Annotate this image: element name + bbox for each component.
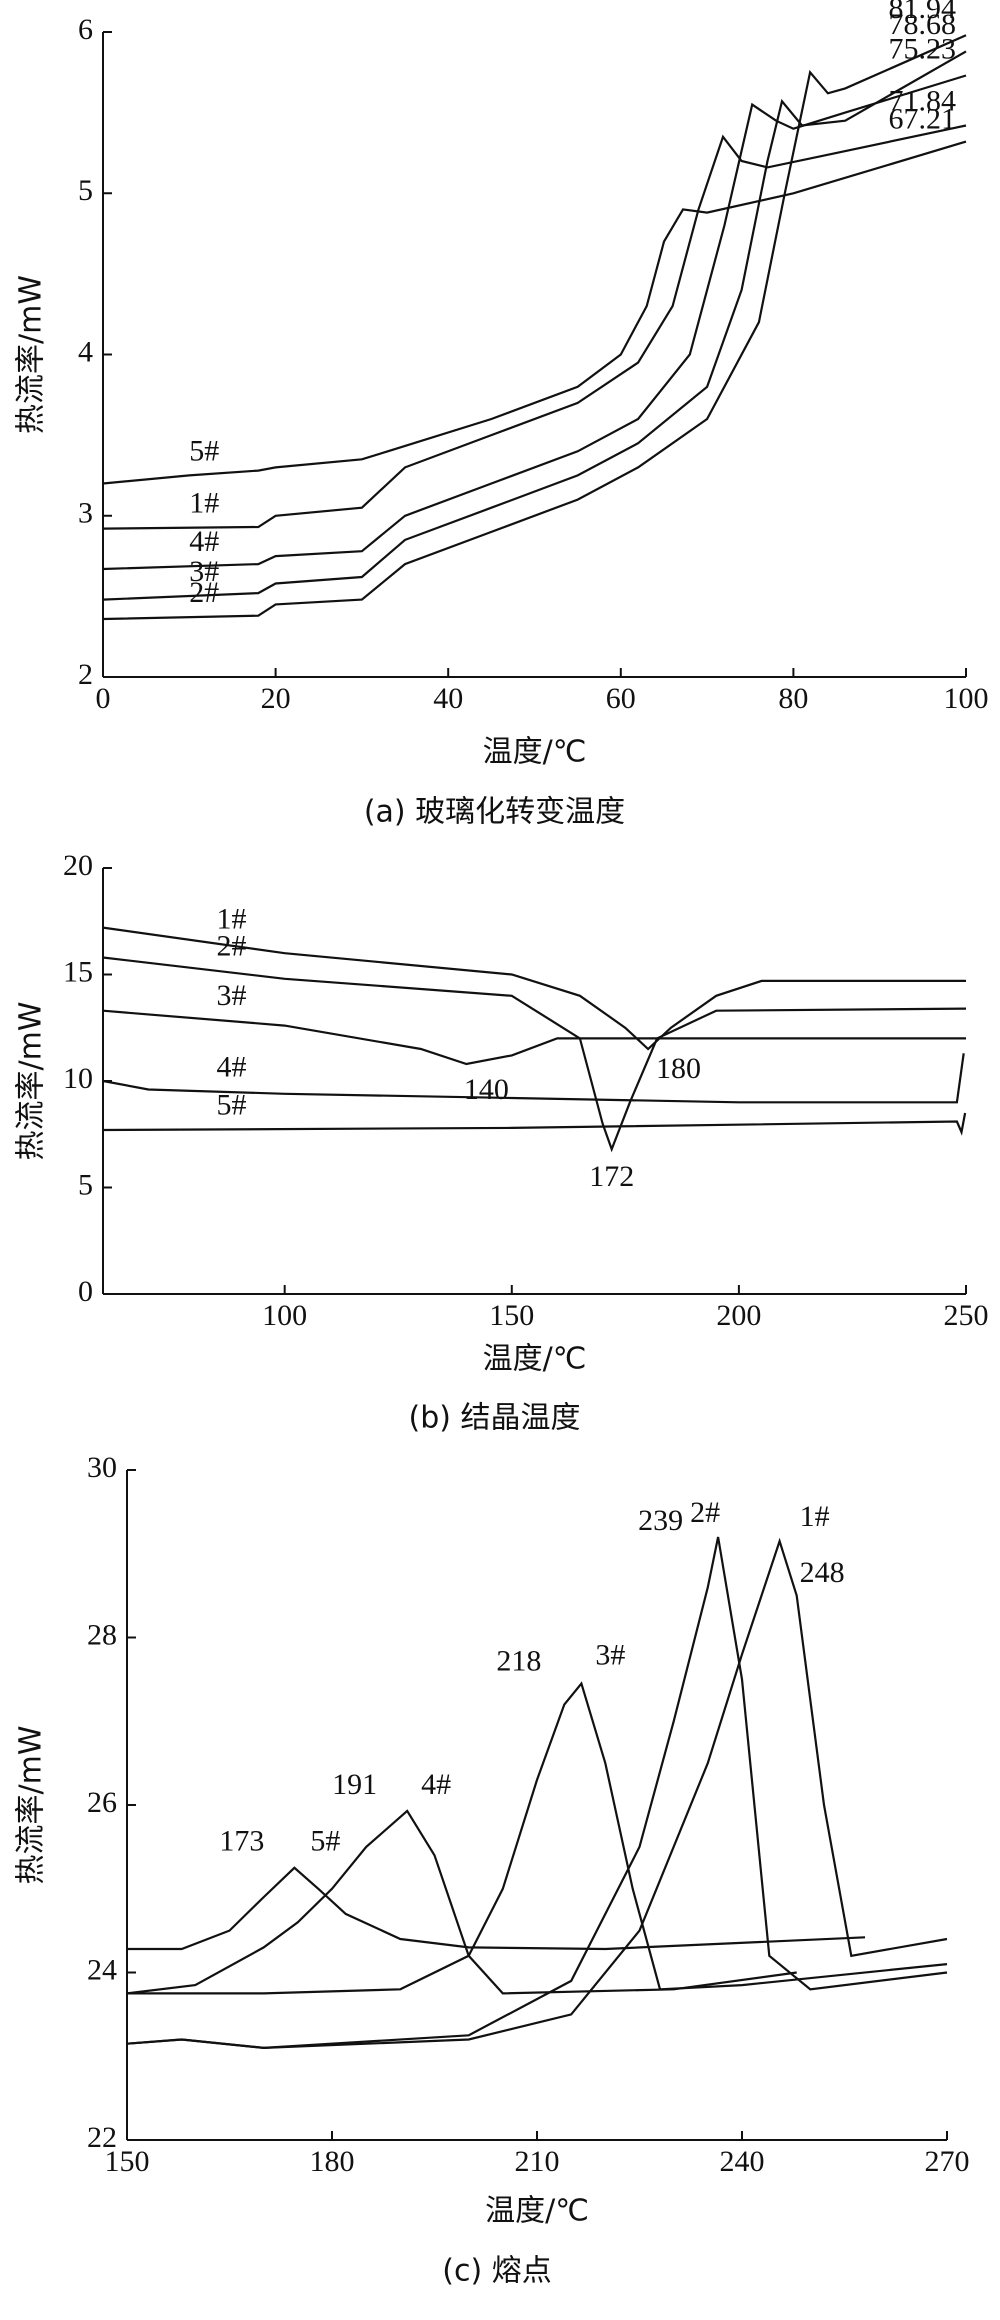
y-tick-label: 22	[87, 2121, 117, 2154]
x-axis-label: 温度/℃	[483, 735, 587, 770]
x-tick-label: 200	[716, 1299, 761, 1332]
x-axis-label: 温度/℃	[485, 2194, 589, 2229]
x-tick-label: 210	[515, 2145, 560, 2178]
y-tick-label: 5	[78, 1168, 93, 1201]
peak-label: 172	[589, 1160, 634, 1193]
series-line	[127, 1866, 866, 1951]
y-tick-label: 15	[63, 955, 93, 988]
y-tick-label: 2	[78, 658, 93, 691]
series-line	[126, 1536, 948, 2050]
series-name: 3#	[217, 979, 247, 1012]
y-axis-label: 热流率/mW	[14, 1726, 49, 1885]
chart-title: (a) 玻璃化转变温度	[364, 795, 625, 830]
series-line	[102, 34, 967, 621]
y-tick-label: 30	[87, 1451, 117, 1484]
peak-label: 180	[656, 1052, 701, 1085]
series-line	[102, 1053, 965, 1104]
x-tick-label: 270	[925, 2145, 970, 2178]
peak-label: 218	[496, 1644, 541, 1677]
x-tick-label: 0	[96, 682, 111, 715]
chart-title: (c) 熔点	[442, 2254, 551, 2289]
series-name: 2#	[690, 1496, 720, 1529]
x-tick-label: 150	[105, 2145, 150, 2178]
series-name: 1#	[189, 487, 219, 520]
x-axis-label: 温度/℃	[483, 1342, 587, 1377]
y-tick-label: 0	[78, 1275, 93, 1308]
x-tick-label: 100	[944, 682, 989, 715]
series-line	[102, 1112, 967, 1136]
x-tick-label: 20	[261, 682, 291, 715]
y-tick-label: 3	[78, 497, 93, 530]
peak-label: 75.23	[889, 32, 957, 65]
y-axis-label: 热流率/mW	[14, 275, 49, 434]
y-tick-label: 26	[87, 1786, 117, 1819]
peak-label: 81.94	[889, 0, 957, 25]
peak-label: 191	[332, 1768, 377, 1801]
x-tick-label: 180	[310, 2145, 355, 2178]
x-tick-label: 250	[944, 1299, 989, 1332]
chart-title: (b) 结晶温度	[409, 1401, 581, 1436]
y-tick-label: 28	[87, 1618, 117, 1651]
series-line	[102, 124, 967, 530]
peak-label: 239	[638, 1504, 683, 1537]
y-tick-label: 10	[63, 1062, 93, 1095]
series-name: 5#	[310, 1825, 340, 1858]
peak-label: 173	[219, 1825, 264, 1858]
x-tick-label: 80	[778, 682, 808, 715]
series-name: 1#	[217, 903, 247, 936]
y-tick-label: 6	[78, 13, 93, 46]
series-name: 1#	[800, 1500, 830, 1533]
series-line	[102, 956, 967, 1153]
series-name: 4#	[421, 1768, 451, 1801]
series-line	[102, 74, 967, 571]
series-name: 2#	[189, 576, 219, 609]
x-tick-label: 100	[262, 1299, 307, 1332]
series-name: 4#	[217, 1051, 247, 1084]
series-name: 2#	[217, 930, 247, 963]
y-tick-label: 5	[78, 174, 93, 207]
x-tick-label: 150	[489, 1299, 534, 1332]
x-tick-label: 60	[606, 682, 636, 715]
series-name: 5#	[217, 1088, 247, 1121]
peak-label: 248	[800, 1556, 845, 1589]
series-line	[126, 1537, 948, 2050]
series-line	[102, 1009, 966, 1066]
series-line	[102, 140, 967, 485]
x-tick-label: 40	[433, 682, 463, 715]
y-tick-label: 20	[63, 849, 93, 882]
peak-label: 78.68	[889, 8, 957, 41]
x-tick-label: 240	[720, 2145, 765, 2178]
series-name: 3#	[595, 1638, 625, 1671]
series-name: 3#	[189, 555, 219, 588]
series-line	[102, 50, 967, 601]
series-name: 5#	[189, 434, 219, 467]
y-tick-label: 4	[78, 335, 93, 368]
y-tick-label: 24	[87, 1953, 117, 1986]
series-name: 4#	[189, 525, 219, 558]
peak-label: 140	[464, 1073, 509, 1106]
y-axis-label: 热流率/mW	[14, 1002, 49, 1161]
series-line	[126, 1809, 797, 1995]
